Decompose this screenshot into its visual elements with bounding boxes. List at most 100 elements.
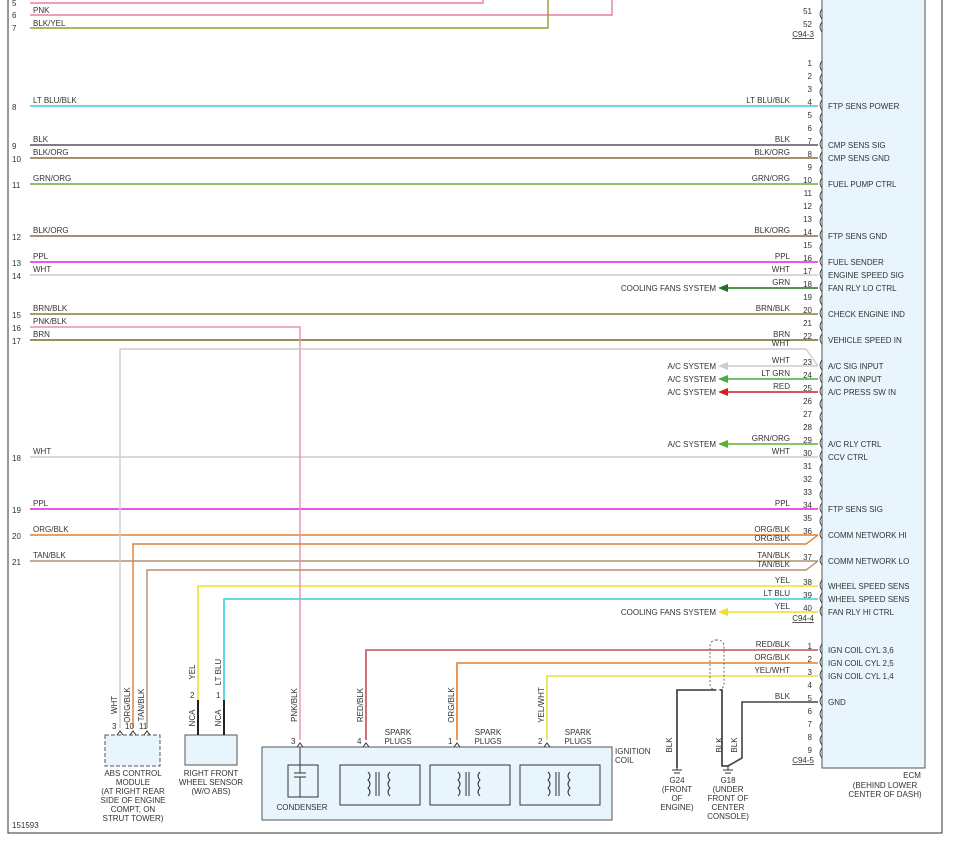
pin-number: 4: [808, 98, 813, 107]
coil-section: [339, 764, 421, 806]
pin-number: 10: [125, 722, 134, 731]
pin-cavity: [819, 708, 823, 720]
wire-label: PPL: [33, 499, 49, 508]
wire: [30, 0, 484, 4]
ignition-coil: [261, 746, 613, 821]
coil-section: [429, 764, 511, 806]
wire-label: WHT: [772, 265, 790, 274]
wire-label: TAN/BLK: [137, 688, 146, 721]
pin-function: A/C ON INPUT: [828, 375, 882, 384]
pin-number: 29: [803, 436, 812, 445]
wire-label: BLK: [730, 737, 739, 753]
coil-label: IGNITION: [615, 747, 651, 756]
pin-cavity: [819, 60, 823, 72]
component-label: WHEEL SENSOR: [179, 778, 243, 787]
destination: COOLING FANS SYSTEM: [621, 608, 716, 617]
pin-cavity: [819, 385, 823, 397]
wire-label: PPL: [775, 252, 791, 261]
ground-label: G18: [720, 776, 736, 785]
pin-number: 39: [803, 591, 812, 600]
pin-number: 27: [803, 410, 812, 419]
pin-cavity: [819, 476, 823, 488]
pin-cavity: [819, 579, 823, 591]
pin-cavity: [819, 86, 823, 98]
pin-number: 2: [808, 72, 813, 81]
wire: [365, 649, 818, 740]
pin-cavity: [819, 450, 823, 462]
ground-label: G24: [669, 776, 685, 785]
destination: A/C SYSTEM: [668, 388, 717, 397]
row-number: 16: [12, 324, 21, 333]
pin-number: 2: [538, 737, 543, 746]
pin-number: 3: [808, 85, 813, 94]
ecm-box: [821, 0, 926, 769]
pin-function: CHECK ENGINE IND: [828, 310, 905, 319]
ecm-location: (BEHIND LOWER: [853, 781, 918, 790]
terminal: [543, 742, 551, 748]
pin-cavity: [819, 320, 823, 332]
pin-number: 34: [803, 501, 812, 510]
row-number: 17: [12, 337, 21, 346]
pin-cavity: [819, 99, 823, 111]
pin-number: 10: [803, 176, 812, 185]
pin-cavity: [819, 177, 823, 189]
pin-number: 3: [291, 737, 296, 746]
component-label: ABS CONTROL: [104, 769, 162, 778]
wire-label: PPL: [33, 252, 49, 261]
pin-cavity: [819, 747, 823, 759]
pin-cavity: [819, 515, 823, 527]
wire: [456, 662, 818, 740]
wire-label: BLK: [775, 135, 791, 144]
row-number: 18: [12, 454, 21, 463]
wire-label: GRN: [772, 278, 790, 287]
wire-label: LT BLU: [214, 659, 223, 686]
row-number: 15: [12, 311, 21, 320]
wire-label: YEL: [775, 602, 791, 611]
component-label: (AT RIGHT REAR: [101, 787, 165, 796]
pin-function: FAN RLY LO CTRL: [828, 284, 897, 293]
wire-label: PPL: [775, 499, 791, 508]
wire-label: BRN: [33, 330, 50, 339]
pin-number: 13: [803, 215, 812, 224]
pin-cavity: [819, 695, 823, 707]
pin-cavity: [819, 463, 823, 475]
pin-cavity: [819, 721, 823, 733]
wire-label: BRN/BLK: [33, 304, 68, 313]
wire-label: BLK/YEL: [33, 19, 66, 28]
wire-label: GRN/ORG: [752, 434, 790, 443]
pin-function: A/C SIG INPUT: [828, 362, 884, 371]
wire-label: TAN/BLK: [757, 560, 790, 569]
pin-number: 14: [803, 228, 812, 237]
pin-cavity: [819, 151, 823, 163]
wire-label: BLK/ORG: [33, 226, 69, 235]
row-number: 12: [12, 233, 21, 242]
pin-number: 4: [357, 737, 362, 746]
pin-function: IGN COIL CYL 1,4: [828, 672, 894, 681]
pin-number: 52: [803, 20, 812, 29]
ground-label: CENTER: [712, 803, 745, 812]
terminal: [143, 730, 151, 736]
pin-function: FTP SENS GND: [828, 232, 887, 241]
nca-label: NCA: [214, 709, 223, 727]
pin-number: 9: [808, 746, 813, 755]
pin-cavity: [819, 112, 823, 124]
pin-number: 35: [803, 514, 812, 523]
spark-label: PLUGS: [384, 737, 411, 746]
pin-cavity: [819, 164, 823, 176]
pin-cavity: [819, 268, 823, 280]
destination: A/C SYSTEM: [668, 375, 717, 384]
wire: [223, 598, 818, 728]
pin-number: 1: [216, 691, 221, 700]
pin-cavity: [819, 281, 823, 293]
connector-id: C94-3: [792, 30, 814, 39]
wire-label: ORG/BLK: [33, 525, 69, 534]
wire-label: PNK/BLK: [33, 317, 67, 326]
pin-cavity: [819, 605, 823, 617]
arrow: [718, 388, 728, 396]
wire-label: YEL/WHT: [754, 666, 790, 675]
pin-cavity: [819, 307, 823, 319]
row-number: 19: [12, 506, 21, 515]
terminal: [453, 742, 461, 748]
wire-label: LT GRN: [761, 369, 790, 378]
pin-function: FUEL PUMP CTRL: [828, 180, 897, 189]
